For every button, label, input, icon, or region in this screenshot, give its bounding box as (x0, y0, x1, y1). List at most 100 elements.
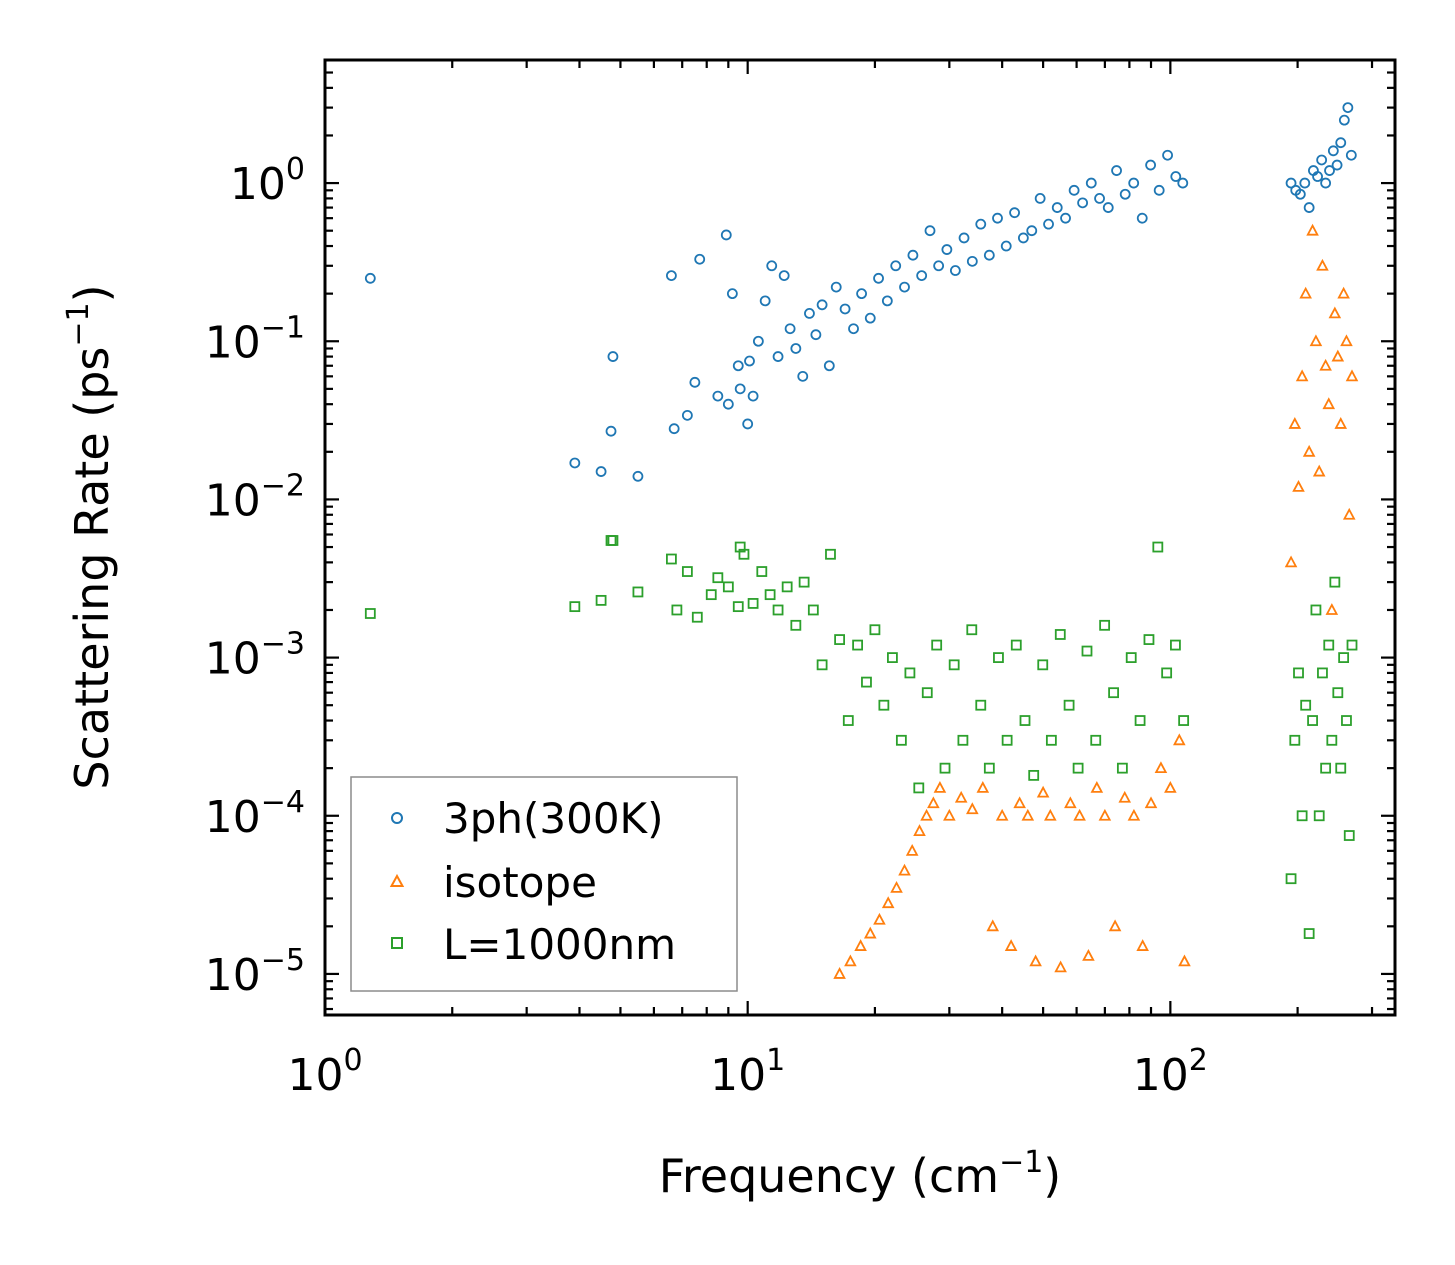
series-1 (833, 223, 1359, 979)
data-point (1161, 667, 1173, 679)
data-point (1342, 102, 1354, 114)
data-point (772, 604, 784, 616)
data-point (941, 244, 953, 255)
data-point (712, 390, 724, 402)
data-point (1164, 780, 1177, 793)
data-point (1119, 188, 1131, 200)
data-point (1043, 218, 1054, 230)
data-point (890, 260, 902, 272)
data-point (816, 299, 828, 311)
data-point (983, 249, 995, 261)
axis-ticks (323, 58, 1395, 1015)
data-point (607, 351, 619, 362)
legend-marker-boundary (391, 937, 403, 949)
data-point (1073, 808, 1086, 821)
data-point (784, 323, 796, 335)
data-point (671, 604, 683, 616)
data-point (807, 604, 819, 616)
data-point (1145, 159, 1157, 171)
data-point (1162, 149, 1173, 161)
data-point (1345, 149, 1357, 161)
data-point (632, 470, 644, 482)
data-point (854, 939, 867, 951)
data-point (666, 270, 677, 282)
data-point (1051, 202, 1063, 213)
data-point (856, 288, 867, 300)
data-point (890, 880, 903, 893)
data-point (1045, 734, 1057, 746)
data-point (927, 796, 940, 809)
y-tick-label: 10−3 (205, 627, 305, 685)
data-point (1337, 286, 1350, 299)
data-point (1312, 171, 1323, 182)
data-point (1335, 137, 1347, 149)
data-point (966, 255, 978, 267)
data-point (668, 423, 680, 435)
data-point (1177, 177, 1189, 189)
legend-marker-isotope (389, 873, 405, 887)
legend-label-boundary: L=1000nm (443, 920, 676, 969)
data-point (844, 954, 857, 967)
data-point (1085, 177, 1097, 189)
data-point (869, 624, 881, 636)
data-point (605, 425, 617, 437)
data-point (1173, 733, 1186, 746)
data-point (1099, 619, 1111, 631)
data-point (898, 863, 911, 876)
data-point (681, 566, 693, 577)
data-point (852, 639, 864, 651)
data-point (1338, 652, 1350, 663)
data-point (1144, 796, 1158, 809)
data-point (804, 307, 815, 319)
data-point (1296, 810, 1308, 822)
data-point (1068, 184, 1080, 196)
data-point (1021, 808, 1035, 821)
data-point (1102, 202, 1114, 213)
data-point (1331, 349, 1345, 362)
data-point (732, 360, 744, 372)
data-point (1345, 369, 1359, 382)
data-point (747, 598, 759, 609)
data-point (1044, 808, 1057, 821)
data-point (954, 790, 968, 803)
data-point (1316, 154, 1328, 166)
y-tick-label: 10−2 (205, 468, 305, 526)
data-point (1090, 734, 1102, 746)
data-point (899, 281, 910, 293)
legend-label-isotope: isotope (443, 858, 597, 907)
data-point (833, 967, 846, 979)
data-point (1072, 762, 1084, 774)
data-point (1284, 555, 1298, 568)
x-axis-title: Frequency (cm−1) (659, 1145, 1062, 1203)
data-point (913, 782, 925, 794)
data-point (1309, 334, 1323, 347)
legend: 3ph(300K) isotope L=1000nm (350, 776, 738, 992)
data-point (705, 589, 717, 601)
data-point (689, 376, 701, 388)
data-point (825, 548, 836, 560)
data-point (1009, 207, 1020, 219)
data-point (1111, 165, 1122, 176)
data-point (1295, 369, 1309, 382)
data-point (1316, 258, 1329, 271)
data-point (1343, 830, 1355, 841)
series-0 (364, 102, 1357, 482)
data-point (1090, 780, 1104, 793)
data-point (1332, 687, 1344, 699)
data-point (752, 335, 764, 347)
data-point (790, 619, 802, 631)
data-point (816, 659, 828, 671)
data-point (1098, 808, 1112, 821)
data-point (1136, 212, 1148, 224)
data-point (1108, 919, 1122, 932)
data-point (1303, 928, 1315, 939)
data-point (921, 687, 933, 699)
data-point (916, 270, 928, 282)
data-point (1082, 948, 1095, 961)
data-point (756, 566, 768, 577)
data-point (1342, 507, 1356, 520)
data-point (1000, 240, 1012, 252)
data-point (1054, 629, 1066, 640)
data-point (1346, 639, 1358, 651)
data-point (907, 249, 919, 261)
